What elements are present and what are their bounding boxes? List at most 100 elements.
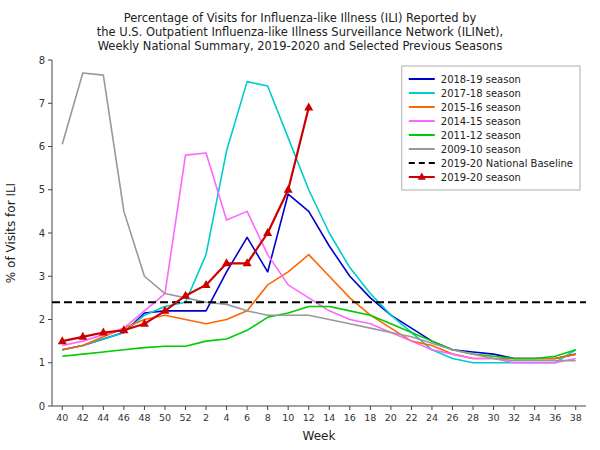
x-tick — [164, 406, 165, 410]
x-tick — [534, 406, 535, 410]
x-tick-label: 12 — [303, 412, 315, 423]
series — [62, 82, 575, 363]
x-tick-label: 4 — [224, 412, 230, 423]
series-marker — [160, 306, 169, 314]
x-tick-label: 26 — [446, 412, 458, 423]
y-tick — [48, 189, 52, 190]
series-marker — [202, 280, 211, 288]
series-marker — [78, 332, 87, 340]
legend: 2018-19 season 2017-18 season 2015-16 seas… — [402, 66, 580, 190]
legend-swatch — [409, 148, 435, 150]
legend-label: 2011-12 season — [441, 130, 521, 141]
series-line — [62, 194, 575, 358]
x-tick — [82, 406, 83, 410]
y-tick — [48, 60, 52, 61]
series-line — [62, 255, 575, 359]
series — [62, 194, 575, 358]
title-line: the U.S. Outpatient Influenza-like Illne… — [97, 25, 503, 39]
x-tick — [226, 406, 227, 410]
y-tick-label: 4 — [39, 228, 45, 239]
x-tick-label: 18 — [364, 412, 376, 423]
x-tick — [267, 406, 268, 410]
x-tick-label: 48 — [138, 412, 150, 423]
y-tick-label: 1 — [39, 357, 45, 368]
x-tick — [185, 406, 186, 410]
title-line: Percentage of Visits for Influenza-like … — [124, 11, 477, 25]
series-line — [62, 307, 575, 359]
x-tick — [514, 406, 515, 410]
x-tick — [411, 406, 412, 410]
series — [62, 307, 575, 359]
x-tick-label: 36 — [549, 412, 561, 423]
legend-label: 2019-20 season — [441, 172, 521, 183]
legend-swatch — [409, 120, 435, 122]
legend-label: 2019-20 National Baseline — [441, 158, 573, 169]
x-tick-label: 34 — [529, 412, 541, 423]
series-marker — [140, 319, 149, 327]
series-line — [62, 82, 575, 363]
x-tick — [370, 406, 371, 410]
x-tick — [329, 406, 330, 410]
legend-label: 2018-19 season — [441, 74, 521, 85]
series-marker — [304, 103, 313, 111]
legend-label: 2017-18 season — [441, 88, 521, 99]
series — [62, 73, 575, 361]
y-tick-label: 5 — [39, 184, 45, 195]
y-tick — [48, 319, 52, 320]
x-tick-label: 44 — [97, 412, 109, 423]
legend-label: 2009-10 season — [441, 144, 521, 155]
x-tick — [247, 406, 248, 410]
y-tick — [48, 146, 52, 147]
x-tick-label: 46 — [118, 412, 130, 423]
x-tick — [308, 406, 309, 410]
x-tick-label: 6 — [244, 412, 250, 423]
x-tick-label: 32 — [508, 412, 520, 423]
y-tick-label: 8 — [39, 55, 45, 66]
series-marker — [284, 185, 293, 193]
y-tick — [48, 406, 52, 407]
x-tick-label: 52 — [179, 412, 191, 423]
series-marker — [222, 258, 231, 266]
y-tick — [48, 103, 52, 104]
x-tick — [390, 406, 391, 410]
legend-swatch — [409, 106, 435, 108]
x-tick-label: 28 — [467, 412, 479, 423]
x-tick — [452, 406, 453, 410]
x-tick — [473, 406, 474, 410]
x-tick-label: 8 — [265, 412, 271, 423]
x-tick-label: 10 — [282, 412, 294, 423]
series-marker — [181, 291, 190, 299]
series — [58, 103, 313, 345]
series — [62, 255, 575, 359]
legend-swatch — [409, 162, 435, 164]
x-tick-label: 50 — [159, 412, 171, 423]
series-marker — [99, 327, 108, 335]
x-tick — [575, 406, 576, 410]
series-line — [62, 73, 575, 361]
y-tick-label: 2 — [39, 314, 45, 325]
x-tick — [123, 406, 124, 410]
y-tick — [48, 233, 52, 234]
x-tick — [144, 406, 145, 410]
y-tick-label: 7 — [39, 98, 45, 109]
x-tick-label: 2 — [203, 412, 209, 423]
chart: Percentage of Visits for Influenza-like … — [0, 0, 600, 450]
x-tick — [349, 406, 350, 410]
legend-marker — [418, 173, 426, 180]
x-tick-label: 40 — [56, 412, 68, 423]
y-tick-label: 6 — [39, 141, 45, 152]
x-axis-line — [52, 406, 586, 407]
x-tick — [62, 406, 63, 410]
x-tick-label: 16 — [344, 412, 356, 423]
x-axis-label: Week — [303, 429, 336, 443]
series-marker — [243, 258, 252, 266]
legend-label: 2014-15 season — [441, 116, 521, 127]
axes: 0123456784042444648505224681012141618202… — [39, 55, 586, 424]
legend-label: 2015-16 season — [441, 102, 521, 113]
x-tick-label: 42 — [77, 412, 89, 423]
baseline — [52, 301, 586, 303]
x-tick-label: 24 — [426, 412, 438, 423]
y-tick-label: 3 — [39, 271, 45, 282]
y-tick — [48, 276, 52, 277]
x-tick-label: 38 — [570, 412, 582, 423]
